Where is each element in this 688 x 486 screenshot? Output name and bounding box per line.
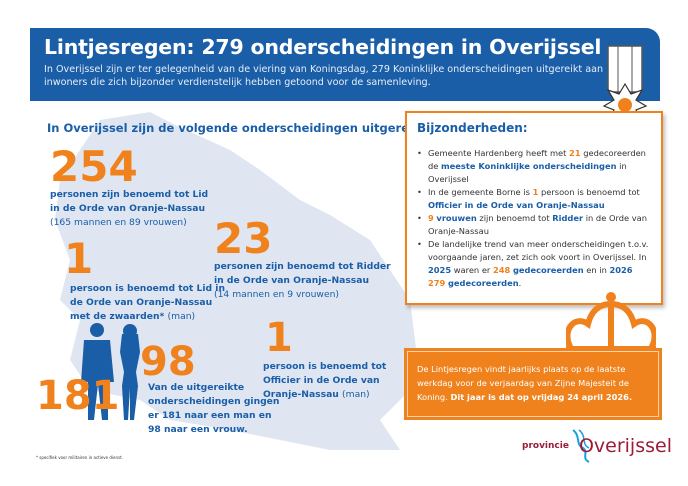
- bullet-item: In de gemeente Borne is 1 persoon is ben…: [417, 186, 651, 212]
- stat-text: in de Orde van Oranje-Nassau: [50, 203, 206, 214]
- stat-text: 98 naar een vrouw.: [148, 424, 248, 435]
- stat-number: 1: [265, 315, 293, 361]
- stat-officier: 1 persoon is benoemd tot Officier in de …: [263, 318, 386, 402]
- footnote: * specifiek voor militairen in actieve d…: [36, 455, 123, 460]
- notice-box: De Lintjesregen vindt jaarlijks plaats o…: [404, 348, 662, 420]
- notice-date: Dit jaar is dat op vrijdag 24 april 2026…: [450, 392, 633, 402]
- stat-text: personen zijn benoemd tot Ridder: [214, 261, 391, 272]
- bullet-item: Gemeente Hardenberg heeft met 21 gedecor…: [417, 147, 651, 186]
- logo-name: Overijssel: [578, 435, 672, 457]
- box-title: Bijzonderheden:: [417, 121, 528, 135]
- stat-text: met de zwaarden*: [70, 311, 165, 322]
- stat-detail: (14 mannen en 9 vrouwen): [214, 289, 340, 300]
- bullet-item: De landelijke trend van meer onderscheid…: [417, 238, 651, 290]
- stat-detail: (man): [342, 389, 370, 400]
- logo-prefix: provincie: [522, 441, 569, 451]
- section-heading: In Overijssel zijn de volgende ondersche…: [47, 121, 431, 135]
- stat-ridder: 23 personen zijn benoemd tot Ridder in d…: [214, 218, 391, 302]
- crown-icon: [566, 292, 656, 352]
- page-subtitle: In Overijssel zijn er ter gelegenheid va…: [44, 64, 604, 88]
- stat-zwaarden: 1 persoon is benoemd tot Lid in de Orde …: [64, 238, 225, 324]
- stat-text: er: [148, 410, 159, 421]
- stat-number: 23: [214, 214, 273, 263]
- stat-lid: 254 personen zijn benoemd tot Lid in de …: [50, 146, 208, 230]
- women-count: 98: [140, 339, 196, 385]
- bullet-item: 9 vrouwen zijn benoemd tot Ridder in de …: [417, 212, 651, 238]
- stat-text: in de Orde van Oranje-Nassau: [214, 275, 370, 286]
- stat-text: de Orde van Oranje-Nassau: [70, 297, 213, 308]
- notice-text: De Lintjesregen vindt jaarlijks plaats o…: [417, 364, 629, 402]
- bijzonderheden-box: Bijzonderheden: Gemeente Hardenberg heef…: [405, 111, 663, 305]
- header-banner: Lintjesregen: 279 onderscheidingen in Ov…: [30, 28, 660, 101]
- stat-text: naar een man en: [184, 410, 272, 421]
- stat-number: 1: [64, 234, 94, 283]
- stat-detail: (165 mannen en 89 vrouwen): [50, 217, 187, 228]
- stat-number: 254: [50, 142, 138, 191]
- stat-detail: (man): [167, 311, 196, 322]
- stat-text: Oranje-Nassau: [263, 389, 339, 400]
- stat-text: persoon is benoemd tot Lid in: [70, 283, 225, 294]
- stat-text: 181: [161, 410, 182, 421]
- man-woman-silhouette-icon: [81, 323, 140, 420]
- men-count: 181: [36, 373, 120, 419]
- stat-text: onderscheidingen gingen: [148, 396, 280, 407]
- stat-text: personen zijn benoemd tot Lid: [50, 189, 209, 200]
- gender-text: Van de uitgereikte onderscheidingen ging…: [148, 381, 279, 437]
- stat-text: persoon is benoemd tot: [263, 361, 387, 372]
- stat-text: Van de uitgereikte: [148, 382, 245, 393]
- river-waves-icon: [572, 429, 590, 463]
- page-title: Lintjesregen: 279 onderscheidingen in Ov…: [44, 35, 602, 59]
- stat-text: Officier in de Orde van: [263, 375, 380, 386]
- provincie-overijssel-logo: provincie Overijssel: [522, 428, 672, 464]
